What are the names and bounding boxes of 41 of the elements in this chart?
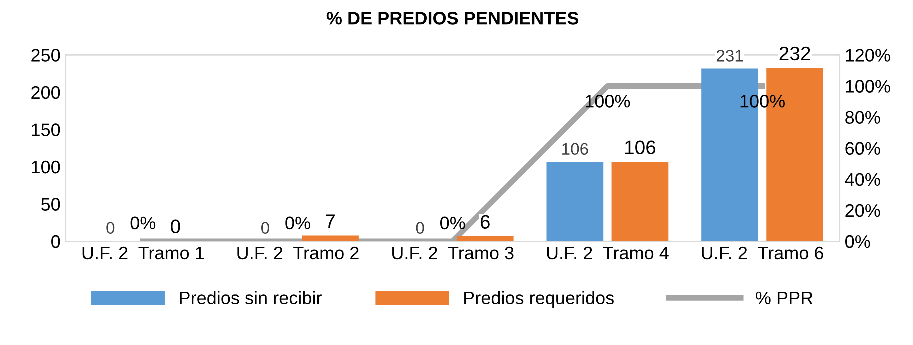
y-tick-label: 50 [42, 198, 60, 211]
legend-label: % PPR [756, 292, 813, 304]
y2-tick-label: 60% [846, 142, 880, 156]
data-label: 0 [416, 222, 424, 234]
data-label: 232 [780, 46, 810, 61]
y-tick-label: 0 [52, 235, 60, 248]
y2-tick-label: 40% [845, 173, 880, 186]
legend-label: Predios requeridos [464, 291, 614, 308]
data-label: 231 [716, 50, 744, 62]
bar [546, 162, 604, 242]
bar [612, 162, 669, 242]
x-tick-label: U.F. 2 Tramo 1 [82, 246, 204, 260]
data-label: 106 [562, 143, 588, 156]
y2-tick-label: 100% [846, 80, 890, 93]
y-tick-label: 200 [32, 86, 60, 100]
chart-title: % DE PREDIOS PENDIENTES [326, 12, 579, 25]
x-tick-label: U.F. 2 Tramo 2 [238, 246, 359, 260]
data-label: 0% [286, 216, 310, 230]
y-tick-label: 100 [32, 160, 60, 174]
y2-tick-label: 20% [846, 204, 880, 218]
bar [456, 236, 514, 242]
data-label: 100% [740, 95, 785, 108]
x-tick-label: U.F. 2 Tramo 3 [392, 246, 514, 260]
data-label: 0 [171, 220, 180, 234]
data-label: 6 [480, 215, 490, 230]
data-label: 100% [586, 95, 630, 108]
data-label: 0% [440, 216, 466, 230]
y-tick-label: 250 [32, 49, 60, 62]
y2-tick-label: 0% [846, 235, 870, 248]
y2-tick-label: 120% [846, 49, 890, 62]
data-label: 0% [130, 216, 156, 230]
y2-tick-label: 80% [846, 111, 880, 124]
data-label: 0 [106, 222, 115, 234]
y-tick-label: 150 [32, 124, 60, 136]
data-label: 106 [625, 140, 656, 154]
bar [302, 236, 359, 242]
legend-label: Predios sin recibir [180, 291, 322, 305]
x-tick-label: U.F. 2 Tramo 6 [702, 246, 824, 260]
data-label: 0 [262, 222, 270, 234]
data-label: 7 [326, 214, 335, 228]
x-tick-label: U.F. 2 Tramo 4 [547, 246, 669, 260]
